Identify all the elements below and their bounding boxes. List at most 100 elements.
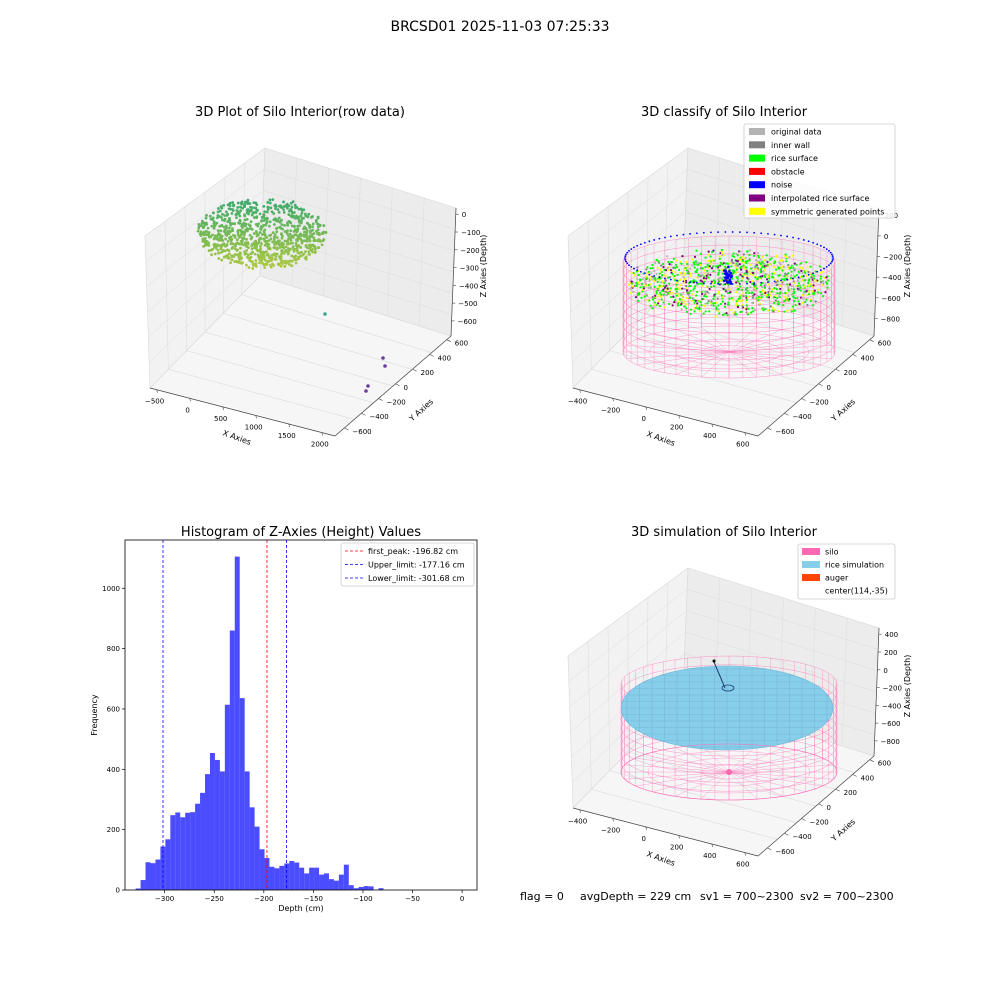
classify-y-tick-label: 200	[844, 369, 857, 377]
raw-data-point	[256, 233, 260, 237]
classify-data-point	[770, 257, 773, 260]
classify-data-point	[665, 294, 668, 297]
classify-data-point	[689, 289, 692, 292]
histogram-legend-frame	[340, 542, 475, 587]
classify-data-point	[757, 251, 760, 255]
histogram-bar	[205, 774, 210, 890]
classify-data-point	[756, 278, 759, 281]
classify-data-point	[732, 252, 735, 255]
raw-data-point	[207, 231, 210, 235]
classify-noise-point	[816, 270, 819, 273]
classify-data-point	[749, 272, 752, 275]
classify-data-point	[723, 294, 726, 298]
simulation-x-axis-label: X Axies	[645, 849, 676, 868]
classify-data-point	[753, 252, 756, 255]
classify-data-point	[799, 289, 802, 292]
classify-data-point	[699, 279, 702, 282]
raw-data-point	[243, 224, 247, 228]
classify-data-point	[680, 302, 683, 306]
raw-data-point	[254, 246, 258, 250]
classify-data-point	[810, 276, 813, 279]
classify-data-point	[668, 276, 671, 279]
classify-data-point	[746, 260, 749, 263]
classify-data-point	[674, 271, 677, 274]
classify-data-point	[760, 296, 763, 299]
classify-data-point	[695, 304, 699, 307]
raw-data-point	[211, 233, 215, 237]
raw-data-point	[236, 241, 240, 245]
raw-x-tick-label: 1500	[278, 432, 296, 440]
classify-data-point	[746, 313, 750, 316]
classify-data-point	[733, 255, 736, 258]
classify-data-point	[825, 276, 828, 279]
raw-data-point	[308, 239, 312, 243]
raw-data-point	[242, 221, 246, 225]
classify-data-point	[675, 294, 678, 297]
raw-y-tick-label: −200	[387, 399, 406, 407]
classify-data-point	[734, 310, 737, 314]
raw-data-point	[293, 228, 297, 232]
classify-data-point	[632, 271, 635, 275]
raw-data-point	[262, 213, 266, 216]
simulation-y-tick-label: −400	[792, 833, 811, 841]
classify-data-point	[712, 302, 715, 305]
classify-data-point	[760, 289, 764, 292]
classify-noise-point	[648, 273, 651, 276]
classify-data-point	[757, 295, 760, 299]
classify-data-point	[681, 287, 684, 290]
raw-data-point	[279, 255, 283, 259]
classify-data-point	[804, 271, 807, 275]
classify-data-point	[705, 274, 708, 277]
raw-data-point	[200, 219, 204, 223]
raw-data-point	[274, 254, 278, 258]
classify-data-point	[768, 258, 772, 261]
raw-data-point	[220, 244, 224, 248]
classify-data-point	[761, 260, 764, 264]
classify-data-point	[762, 270, 765, 273]
simulation-panel-title: 3D simulation of Silo Interior	[631, 525, 818, 540]
raw-data-point	[298, 251, 302, 255]
raw-data-point	[244, 200, 247, 204]
classify-noise-point	[831, 258, 834, 261]
classify-data-point	[740, 299, 743, 302]
classify-data-point	[812, 284, 815, 287]
classify-data-point	[672, 257, 675, 261]
raw-data-point	[254, 206, 258, 210]
classify-noise-point	[738, 231, 741, 234]
classify-data-point	[712, 249, 715, 252]
raw-data-point	[285, 205, 289, 208]
raw-data-point	[251, 267, 255, 270]
raw-tick-labels: −50005001000150020006004002000−200−400−6…	[145, 211, 480, 448]
classify-data-point	[713, 295, 716, 298]
raw-data-point	[219, 251, 223, 254]
raw-data-point	[260, 242, 263, 246]
classify-x-tick-label: −200	[601, 406, 620, 414]
simulation-x-tick-mark	[612, 818, 614, 822]
classify-data-point	[657, 260, 660, 263]
raw-data-point	[303, 239, 307, 243]
raw-data-point	[299, 214, 303, 218]
classify-data-point	[796, 297, 799, 300]
raw-data-point	[228, 204, 232, 208]
raw-data-point	[254, 264, 258, 268]
classify-data-point	[732, 269, 735, 272]
raw-data-point	[240, 200, 244, 204]
classify-data-point	[808, 278, 811, 281]
raw-data-point	[306, 222, 310, 225]
classify-data-point	[646, 266, 649, 269]
raw-data-point	[317, 223, 321, 226]
classify-data-point	[787, 289, 790, 292]
classify-panel-title: 3D classify of Silo Interior	[641, 105, 808, 120]
classify-data-point	[740, 268, 743, 271]
raw-data-point	[305, 237, 309, 241]
classify-data-point	[694, 285, 697, 288]
raw-y-tick-label: −600	[352, 428, 371, 436]
classify-x-tick-mark	[612, 398, 614, 402]
classify-data-point	[647, 284, 650, 287]
simulation-y-tick-mark	[869, 759, 874, 762]
raw-data-point	[296, 239, 300, 242]
histogram-bar	[140, 880, 146, 890]
classify-data-point	[702, 280, 706, 283]
classify-data-point	[732, 298, 735, 301]
raw-data-point	[266, 205, 270, 209]
